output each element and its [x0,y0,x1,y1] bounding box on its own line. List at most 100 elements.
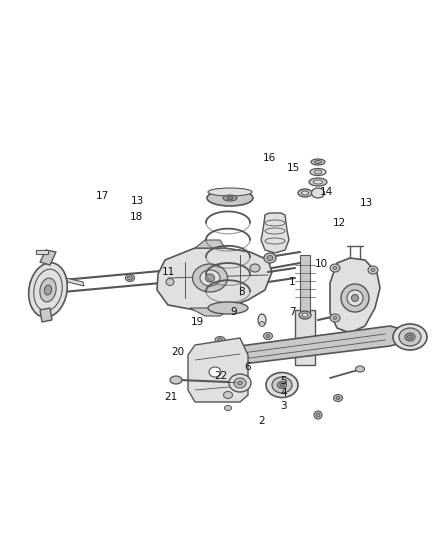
Text: 2: 2 [258,416,265,426]
Ellipse shape [250,264,260,272]
Ellipse shape [127,276,133,280]
Ellipse shape [208,188,252,196]
Ellipse shape [314,180,322,184]
Ellipse shape [40,278,56,302]
Ellipse shape [336,397,340,400]
Ellipse shape [200,270,220,286]
Ellipse shape [341,284,369,312]
Ellipse shape [330,314,340,322]
Text: 21: 21 [165,392,178,401]
Polygon shape [157,248,272,310]
Polygon shape [66,278,84,286]
Polygon shape [40,250,56,265]
Ellipse shape [347,290,363,306]
Ellipse shape [266,335,270,337]
Polygon shape [330,258,380,333]
Ellipse shape [393,324,427,350]
Bar [295,310,315,365]
Ellipse shape [267,255,273,261]
Ellipse shape [205,274,215,282]
Ellipse shape [237,381,243,385]
Ellipse shape [352,295,358,302]
Ellipse shape [218,338,223,342]
Polygon shape [261,213,289,253]
Ellipse shape [399,328,421,346]
Ellipse shape [229,374,251,392]
Ellipse shape [298,189,312,197]
Ellipse shape [234,378,246,388]
Ellipse shape [272,377,292,393]
Ellipse shape [208,302,248,314]
Text: 6: 6 [244,362,251,372]
Text: 22: 22 [215,372,228,381]
Ellipse shape [314,411,322,419]
Text: 10: 10 [314,259,328,269]
Text: 14: 14 [320,187,333,197]
Ellipse shape [314,170,322,174]
Ellipse shape [333,394,343,401]
Text: 5: 5 [280,376,287,385]
Text: 8: 8 [239,287,245,297]
Text: 13: 13 [360,198,373,207]
Ellipse shape [299,311,311,319]
Ellipse shape [264,333,272,340]
Text: 15: 15 [287,163,300,173]
Ellipse shape [356,366,364,372]
Ellipse shape [311,159,325,165]
Ellipse shape [207,190,253,206]
Ellipse shape [280,384,284,386]
Polygon shape [200,326,405,368]
Ellipse shape [343,310,353,316]
Ellipse shape [264,253,276,263]
Ellipse shape [223,392,233,399]
Text: 4: 4 [280,389,287,398]
Ellipse shape [278,382,286,389]
Text: 3: 3 [280,401,287,411]
Ellipse shape [301,191,308,195]
Ellipse shape [311,188,325,198]
Text: 9: 9 [230,308,237,317]
Bar [300,255,310,312]
Ellipse shape [28,263,67,317]
Text: 7: 7 [289,307,296,317]
Ellipse shape [316,413,320,417]
Ellipse shape [192,264,227,292]
Ellipse shape [209,367,221,377]
Ellipse shape [314,160,321,164]
Polygon shape [190,308,232,316]
Text: 19: 19 [191,317,204,327]
Polygon shape [40,308,52,322]
Ellipse shape [266,373,298,398]
Text: 16: 16 [263,153,276,163]
Ellipse shape [225,406,232,410]
Text: 11: 11 [162,267,175,277]
Ellipse shape [170,376,182,384]
Ellipse shape [223,195,237,201]
Ellipse shape [405,333,415,341]
Text: 12: 12 [333,218,346,228]
Ellipse shape [227,197,233,199]
Ellipse shape [333,317,337,319]
Ellipse shape [166,279,174,286]
Ellipse shape [126,274,134,281]
Polygon shape [36,250,48,254]
Ellipse shape [371,269,375,271]
Ellipse shape [44,285,52,295]
Ellipse shape [258,314,266,326]
Ellipse shape [309,178,327,186]
Text: 18: 18 [130,213,143,222]
Ellipse shape [368,266,378,274]
Ellipse shape [330,264,340,272]
Ellipse shape [259,321,265,327]
Text: 17: 17 [95,191,109,201]
Polygon shape [188,338,248,402]
Polygon shape [195,240,225,248]
Text: 1: 1 [289,278,296,287]
Ellipse shape [407,335,413,339]
Ellipse shape [302,313,308,317]
Text: 13: 13 [131,197,144,206]
Ellipse shape [333,266,337,270]
Ellipse shape [310,168,326,175]
Ellipse shape [215,336,225,343]
Text: 20: 20 [171,347,184,357]
